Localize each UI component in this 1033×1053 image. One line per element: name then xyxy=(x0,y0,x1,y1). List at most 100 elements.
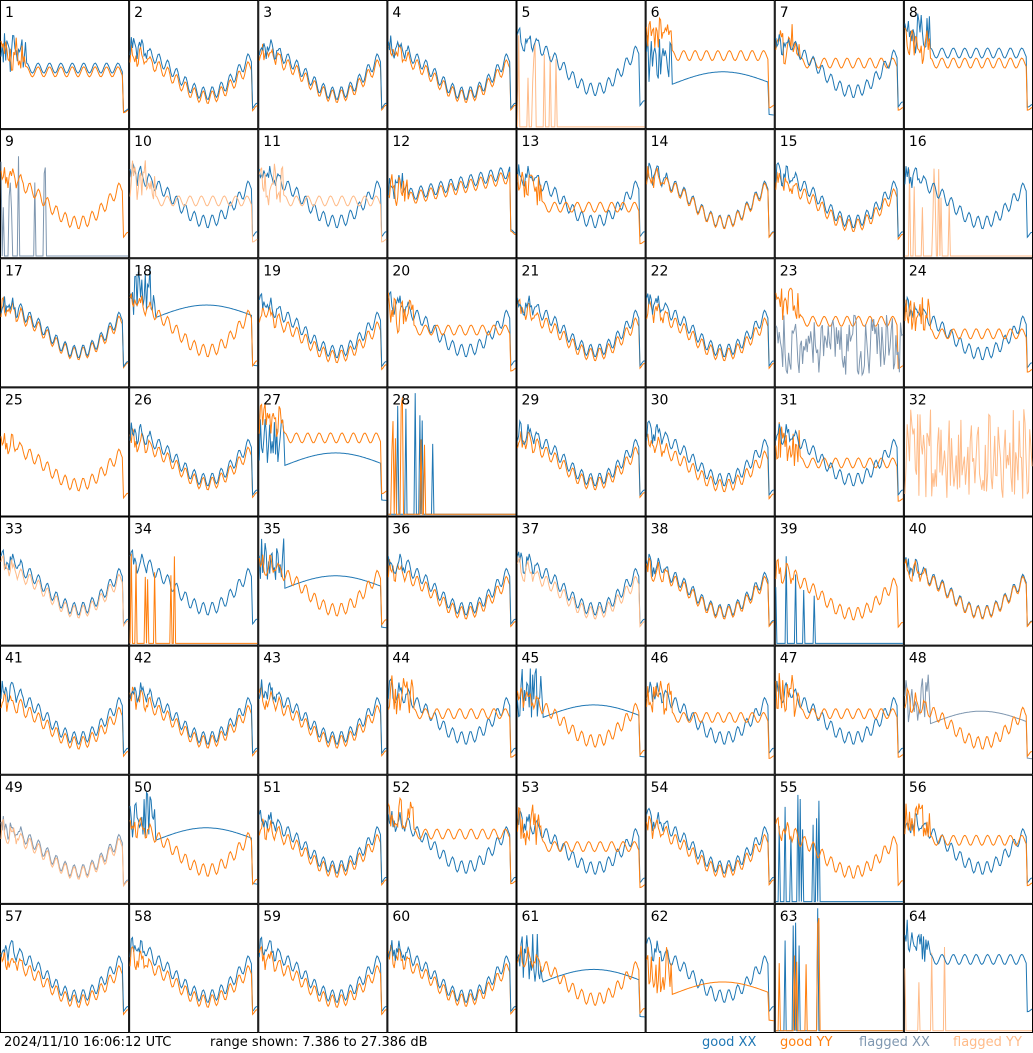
panel-frame xyxy=(129,387,259,517)
panel-18: 18 xyxy=(129,258,259,388)
series-xx-flagged xyxy=(0,156,129,257)
panel-label: 12 xyxy=(392,134,410,150)
series-xx-good xyxy=(775,680,903,755)
series-xx-good xyxy=(258,39,387,110)
panel-label: 2 xyxy=(134,5,143,21)
series-yy-good xyxy=(258,685,387,757)
series-yy-good xyxy=(904,686,1033,758)
panel-50: 50 xyxy=(129,774,259,904)
panel-frame xyxy=(258,774,388,904)
panel-frame xyxy=(0,129,130,259)
series-yy-good xyxy=(387,944,516,1016)
panel-label: 47 xyxy=(780,651,798,667)
series-yy-good xyxy=(129,553,258,644)
series-xx-good xyxy=(129,548,258,626)
panel-label: 35 xyxy=(263,522,281,538)
series-yy-good xyxy=(646,680,775,759)
panel-frame xyxy=(645,0,775,130)
panel-4: 4 xyxy=(387,0,517,130)
series-xx-good xyxy=(904,13,1033,108)
panel-label: 16 xyxy=(909,134,927,150)
series-yy-good xyxy=(904,803,1033,887)
panel-40: 40 xyxy=(903,516,1033,646)
panel-label: 58 xyxy=(134,909,152,925)
panel-label: 1 xyxy=(5,5,14,21)
series-yy-good xyxy=(258,554,387,626)
series-yy-good xyxy=(775,816,903,887)
panel-32: 32 xyxy=(903,387,1033,517)
series-xx-good xyxy=(387,810,516,884)
series-xx-good xyxy=(775,34,903,109)
panel-frame xyxy=(0,0,130,130)
series-yy-good xyxy=(0,691,129,758)
panel-14: 14 xyxy=(645,129,775,259)
panel-label: 29 xyxy=(522,392,540,408)
series-xx-good xyxy=(646,162,774,238)
series-xx-good xyxy=(387,290,516,367)
panel-frame xyxy=(129,774,259,904)
panel-15: 15 xyxy=(774,129,904,259)
panel-42: 42 xyxy=(129,645,259,775)
panel-label: 17 xyxy=(5,263,23,279)
series-xx-good xyxy=(904,166,1033,239)
series-xx-good xyxy=(517,164,645,239)
panel-26: 26 xyxy=(129,387,259,517)
panel-frame xyxy=(774,387,904,517)
series-yy-good xyxy=(775,422,904,502)
series-yy-good xyxy=(129,293,258,367)
panel-frame xyxy=(516,774,646,904)
panel-28: 28 xyxy=(387,387,517,517)
panel-frame xyxy=(774,258,904,388)
series-yy-flagged xyxy=(517,556,645,628)
panel-8: 8 xyxy=(903,0,1033,130)
series-yy-good xyxy=(129,428,258,499)
panel-label: 22 xyxy=(651,263,669,279)
series-yy-good xyxy=(129,946,258,1016)
series-xx-good xyxy=(387,553,516,626)
panel-2: 2 xyxy=(129,0,259,130)
panel-frame xyxy=(516,129,646,259)
panel-label: 4 xyxy=(392,5,401,21)
panel-56: 56 xyxy=(903,774,1033,904)
series-xx-good xyxy=(517,808,645,885)
panel-frame xyxy=(0,903,130,1033)
panel-45: 45 xyxy=(516,645,646,775)
panel-64: 64 xyxy=(903,903,1033,1033)
panel-label: 39 xyxy=(780,522,798,538)
panel-9: 9 xyxy=(0,129,130,259)
series-xx-good xyxy=(517,295,645,368)
panel-label: 19 xyxy=(263,263,281,279)
series-xx-good xyxy=(646,936,774,1013)
panel-23: 23 xyxy=(774,258,904,388)
panel-frame xyxy=(516,387,646,517)
panel-36: 36 xyxy=(387,516,517,646)
panel-24: 24 xyxy=(903,258,1033,388)
panel-frame xyxy=(258,903,388,1033)
panel-46: 46 xyxy=(645,645,775,775)
panel-47: 47 xyxy=(774,645,904,775)
panel-frame xyxy=(129,129,259,259)
panel-frame xyxy=(129,516,259,646)
panel-35: 35 xyxy=(258,516,388,646)
panel-frame xyxy=(774,0,904,130)
panel-frame xyxy=(774,645,904,775)
series-yy-good xyxy=(517,171,645,245)
panel-label: 44 xyxy=(392,651,410,667)
panel-34: 34 xyxy=(129,516,259,646)
panel-61: 61 xyxy=(516,903,646,1033)
series-yy-good xyxy=(0,433,129,500)
series-yy-flagged xyxy=(129,160,258,243)
panel-frame xyxy=(645,129,775,259)
panel-label: 15 xyxy=(780,134,798,150)
series-yy-good xyxy=(129,44,258,112)
series-yy-good xyxy=(517,945,645,1015)
panel-22: 22 xyxy=(645,258,775,388)
series-xx-good xyxy=(904,812,1033,885)
panel-label: 3 xyxy=(263,5,272,21)
series-yy-good xyxy=(258,818,387,886)
series-xx-good xyxy=(388,393,516,515)
series-yy-good xyxy=(646,557,774,628)
panel-label: 30 xyxy=(651,392,669,408)
panel-frame xyxy=(387,0,517,130)
panel-label: 9 xyxy=(5,134,14,150)
